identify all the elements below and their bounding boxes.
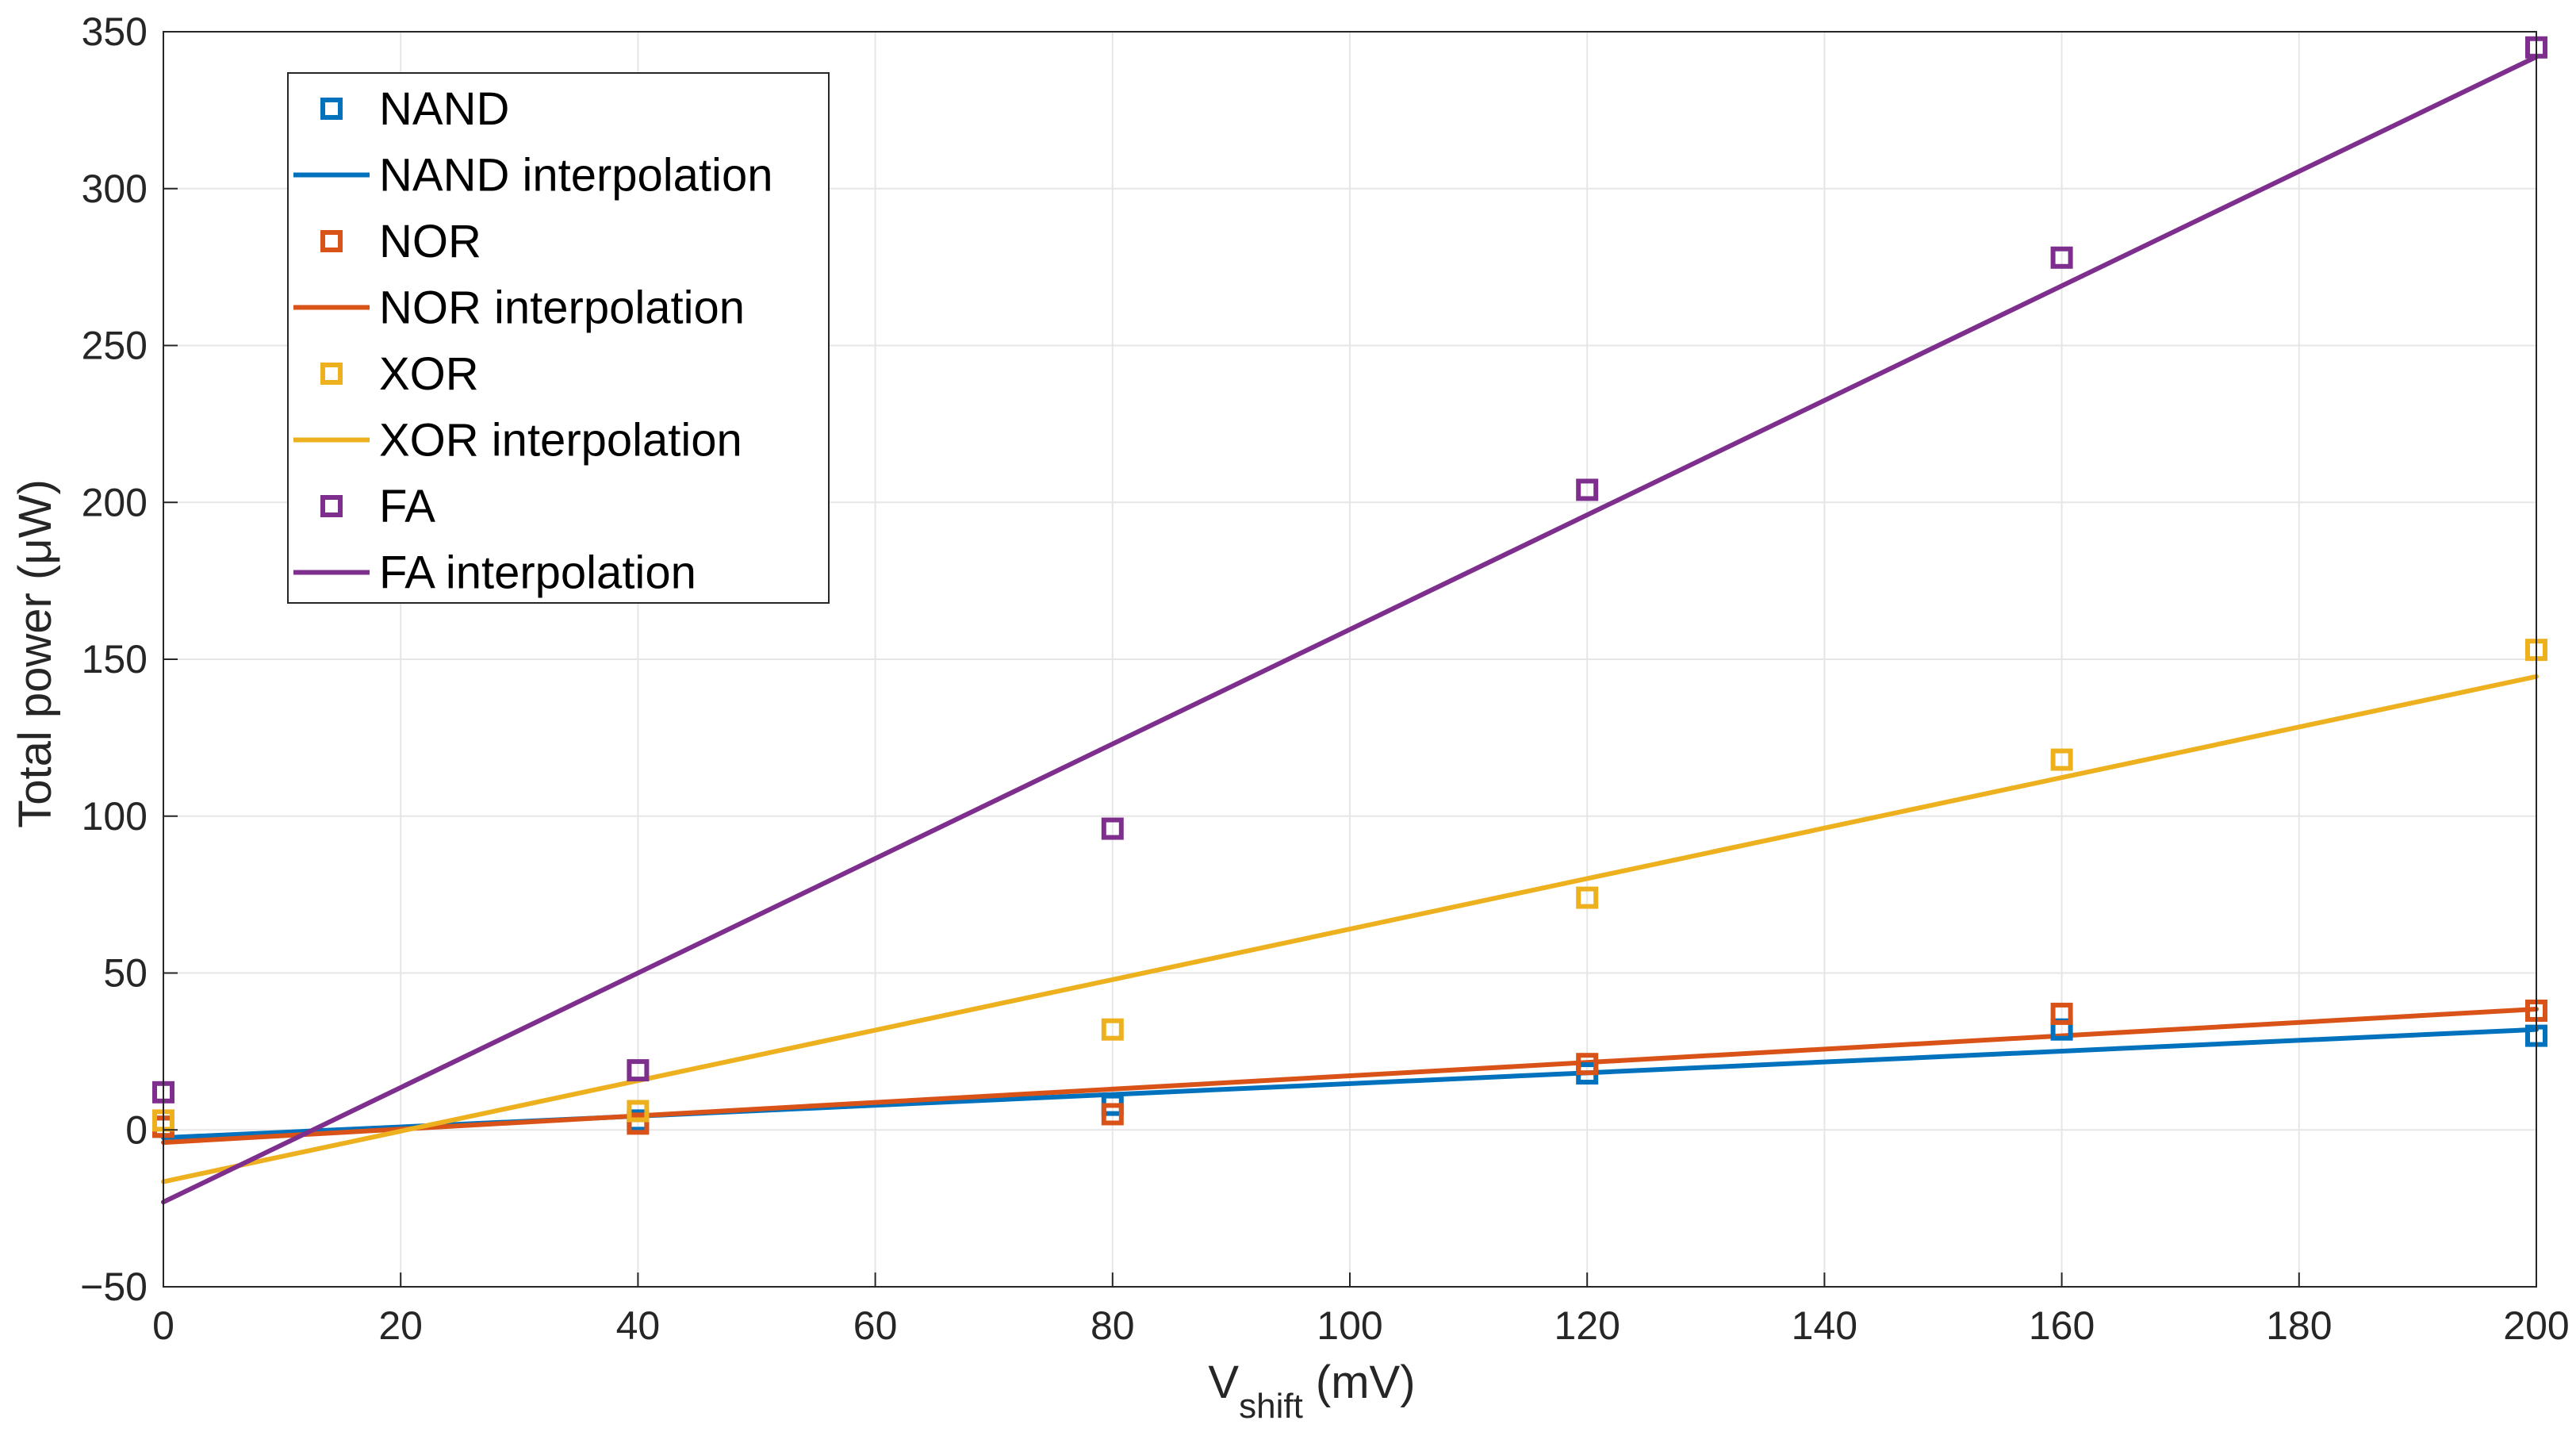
xor-legend-label: XOR bbox=[379, 348, 479, 400]
nor-data-point bbox=[2050, 1002, 2073, 1025]
legend: NAND NAND interpolation NOR NOR interpolati… bbox=[287, 72, 830, 604]
nor-legend-label: NOR bbox=[379, 216, 481, 267]
fa-data-point bbox=[627, 1059, 650, 1082]
fa-interpolation-line bbox=[161, 54, 2539, 1205]
xor-data-point bbox=[2050, 748, 2073, 771]
xor-legend-marker bbox=[320, 363, 343, 385]
xor-data-point bbox=[1576, 886, 1599, 909]
x-tick-label: 100 bbox=[1317, 1303, 1382, 1348]
fa-legend-label: FA bbox=[379, 481, 435, 532]
legend-box bbox=[287, 72, 830, 604]
y-tick-label: 350 bbox=[82, 10, 148, 54]
xor-data-point bbox=[1101, 1018, 1124, 1041]
nor-interpolation-line bbox=[161, 1006, 2539, 1146]
y-tick-label: −50 bbox=[80, 1265, 148, 1309]
fa-data-point bbox=[1101, 817, 1124, 840]
x-axis-label: Vshift (mV) bbox=[1208, 1357, 1415, 1426]
fa-legend-marker bbox=[320, 495, 343, 517]
y-tick-label: 250 bbox=[82, 324, 148, 368]
xor-data-point bbox=[627, 1100, 650, 1123]
x-tick-label: 200 bbox=[2503, 1303, 2569, 1348]
fa-interpolation-legend-label: FA interpolation bbox=[379, 547, 696, 599]
x-axis-label-suffix: (mV) bbox=[1303, 1357, 1416, 1408]
x-tick-label: 40 bbox=[616, 1303, 661, 1348]
x-tick-labels: 0 20 40 60 80 100 120 140 160 180 200 bbox=[152, 1303, 2570, 1348]
xor-interpolation-line bbox=[161, 674, 2539, 1184]
y-tick-label: 200 bbox=[82, 480, 148, 524]
y-tick-label: 150 bbox=[82, 637, 148, 681]
y-tick-label: 50 bbox=[103, 951, 148, 996]
x-tick-label: 0 bbox=[152, 1303, 174, 1348]
x-tick-label: 60 bbox=[853, 1303, 898, 1348]
y-tick-label: 300 bbox=[82, 167, 148, 211]
nand-interpolation-legend-label: NAND interpolation bbox=[379, 150, 772, 202]
x-axis-label-subscript: shift bbox=[1239, 1387, 1303, 1426]
fa-data-point bbox=[2050, 246, 2073, 269]
x-tick-label: 160 bbox=[2029, 1303, 2095, 1348]
y-tick-label: 0 bbox=[125, 1107, 148, 1152]
fa-data-point bbox=[1576, 478, 1599, 501]
xor-interpolation-legend-label: XOR interpolation bbox=[379, 415, 742, 466]
nor-legend-marker bbox=[320, 230, 343, 252]
nand-legend-label: NAND bbox=[379, 83, 509, 135]
nor-interpolation-legend-label: NOR interpolation bbox=[379, 282, 745, 334]
nor-data-point bbox=[1101, 1103, 1124, 1126]
x-tick-label: 20 bbox=[378, 1303, 423, 1348]
x-tick-label: 120 bbox=[1554, 1303, 1620, 1348]
nor-data-point bbox=[1576, 1053, 1599, 1076]
nor-data-point bbox=[627, 1112, 650, 1135]
x-tick-label: 80 bbox=[1091, 1303, 1135, 1348]
nand-legend-marker bbox=[320, 98, 343, 120]
x-tick-label: 180 bbox=[2266, 1303, 2332, 1348]
x-axis-label-main: V bbox=[1208, 1357, 1239, 1408]
y-tick-labels: −50 0 50 100 150 200 250 300 350 bbox=[80, 10, 148, 1309]
x-tick-label: 140 bbox=[1792, 1303, 1857, 1348]
axes bbox=[163, 31, 2537, 1288]
y-tick-label: 100 bbox=[82, 794, 148, 839]
interpolation-lines bbox=[161, 54, 2539, 1205]
y-axis-label: Total power (μW) bbox=[10, 479, 61, 828]
